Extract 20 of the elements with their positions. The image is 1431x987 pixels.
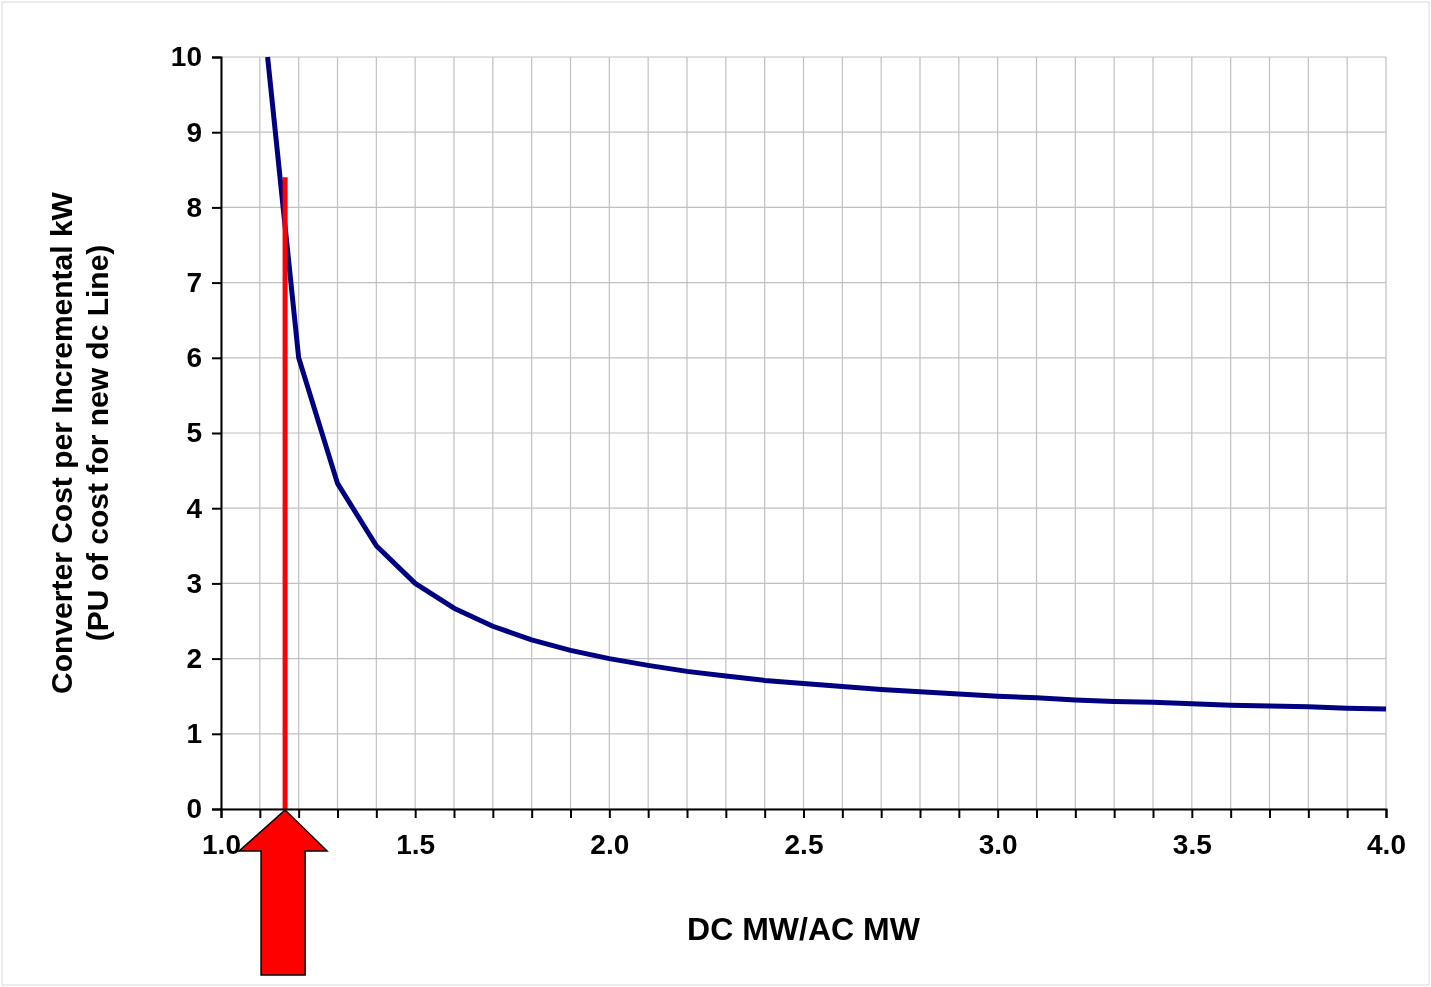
x-axis-title: DC MW/AC MW bbox=[687, 911, 921, 947]
y-tick-label: 2 bbox=[186, 643, 202, 675]
y-tick-label: 6 bbox=[186, 342, 202, 374]
x-tick-label: 2.5 bbox=[784, 828, 824, 860]
y-tick-label: 5 bbox=[186, 417, 202, 449]
y-tick-label: 10 bbox=[170, 41, 202, 73]
y-tick-label: 1 bbox=[186, 718, 202, 750]
x-tick-label: 4.0 bbox=[1367, 828, 1406, 860]
y-tick-label: 8 bbox=[186, 191, 202, 223]
x-tick-label: 3.0 bbox=[978, 828, 1018, 860]
y-tick-label: 0 bbox=[186, 793, 202, 825]
y-tick-label: 7 bbox=[186, 267, 202, 299]
x-tick-label: 1.5 bbox=[396, 828, 436, 860]
x-tick-label: 1.0 bbox=[202, 828, 241, 860]
y-tick-label: 9 bbox=[186, 116, 202, 148]
y-axis-title: Converter Cost per Incremental kW (PU of cost for new dc Line) bbox=[45, 191, 114, 694]
x-tick-label: 2.0 bbox=[590, 828, 630, 860]
x-tick-label: 3.5 bbox=[1172, 828, 1212, 860]
y-tick-label: 3 bbox=[186, 567, 202, 599]
y-tick-label: 4 bbox=[186, 492, 203, 524]
